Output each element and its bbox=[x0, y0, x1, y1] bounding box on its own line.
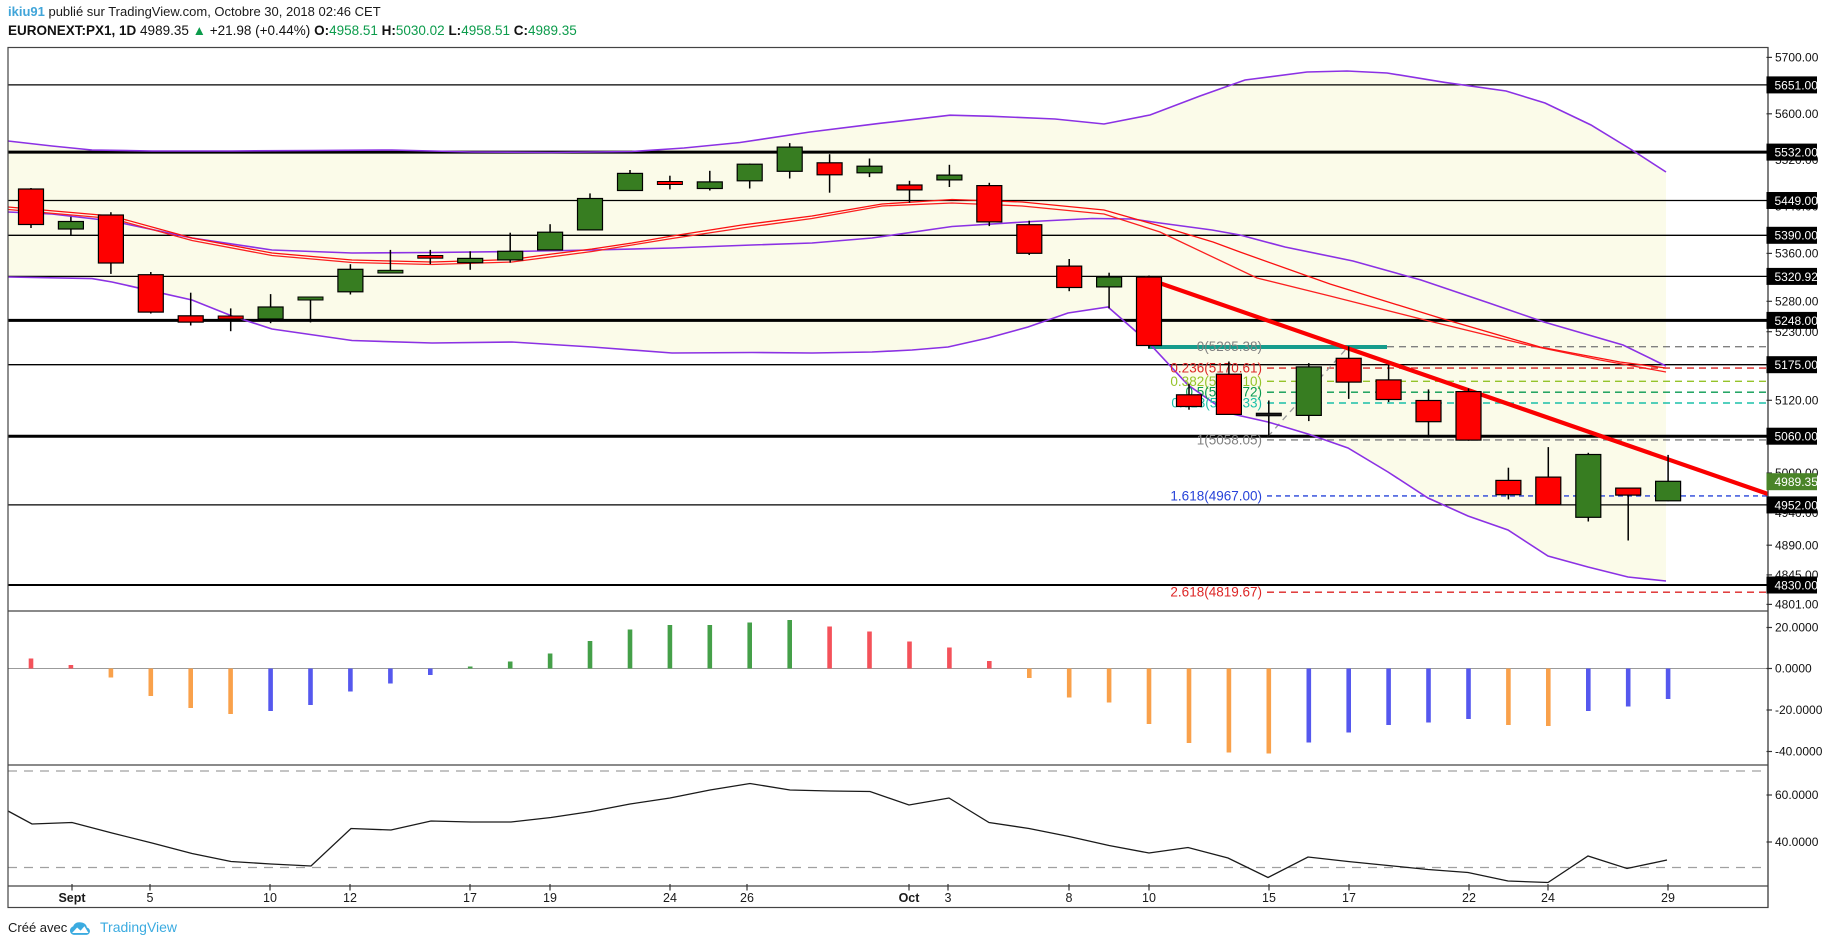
svg-text:5600.00: 5600.00 bbox=[1775, 107, 1819, 121]
svg-text:12: 12 bbox=[343, 891, 357, 905]
svg-text:17: 17 bbox=[463, 891, 477, 905]
svg-text:Sept: Sept bbox=[58, 891, 86, 905]
svg-text:40.0000: 40.0000 bbox=[1775, 835, 1819, 849]
svg-text:8: 8 bbox=[1066, 891, 1073, 905]
svg-text:1(5058.05): 1(5058.05) bbox=[1197, 432, 1262, 447]
svg-text:Créé avec: Créé avec bbox=[8, 920, 68, 935]
svg-text:5248.00: 5248.00 bbox=[1775, 314, 1819, 328]
svg-text:-20.0000: -20.0000 bbox=[1775, 703, 1823, 717]
svg-text:5120.00: 5120.00 bbox=[1775, 394, 1819, 408]
svg-text:5532.00: 5532.00 bbox=[1775, 146, 1819, 160]
svg-text:4952.00: 4952.00 bbox=[1775, 498, 1819, 512]
svg-text:5060.00: 5060.00 bbox=[1775, 430, 1819, 444]
svg-text:29: 29 bbox=[1661, 891, 1675, 905]
svg-text:0.236(5170.61): 0.236(5170.61) bbox=[1170, 361, 1262, 376]
svg-text:2.618(4819.67): 2.618(4819.67) bbox=[1170, 585, 1262, 600]
svg-text:60.0000: 60.0000 bbox=[1775, 788, 1819, 802]
svg-text:4801.00: 4801.00 bbox=[1775, 598, 1819, 612]
svg-text:ikiu91 publié sur TradingView.: ikiu91 publié sur TradingView.com, Octob… bbox=[8, 4, 381, 19]
svg-text:5175.00: 5175.00 bbox=[1775, 358, 1819, 372]
svg-text:24: 24 bbox=[1541, 891, 1555, 905]
svg-text:17: 17 bbox=[1342, 891, 1356, 905]
svg-text:0.0000: 0.0000 bbox=[1775, 662, 1812, 676]
svg-text:EURONEXT:PX1, 1D 4989.35 ▲ +21: EURONEXT:PX1, 1D 4989.35 ▲ +21.98 (+0.44… bbox=[8, 23, 577, 38]
svg-text:1.618(4967.00): 1.618(4967.00) bbox=[1170, 488, 1262, 503]
svg-text:5700.00: 5700.00 bbox=[1775, 51, 1819, 65]
svg-text:5280.00: 5280.00 bbox=[1775, 295, 1819, 309]
svg-text:15: 15 bbox=[1262, 891, 1276, 905]
svg-text:20.0000: 20.0000 bbox=[1775, 621, 1819, 635]
svg-text:4830.00: 4830.00 bbox=[1775, 578, 1819, 592]
svg-text:5651.00: 5651.00 bbox=[1775, 78, 1819, 92]
svg-text:26: 26 bbox=[740, 891, 754, 905]
svg-text:3: 3 bbox=[945, 891, 952, 905]
svg-text:4989.35: 4989.35 bbox=[1775, 475, 1819, 489]
svg-text:5: 5 bbox=[147, 891, 154, 905]
svg-text:TradingView: TradingView bbox=[100, 919, 178, 935]
svg-text:22: 22 bbox=[1462, 891, 1476, 905]
svg-text:10: 10 bbox=[263, 891, 277, 905]
svg-text:5320.92: 5320.92 bbox=[1775, 270, 1819, 284]
svg-text:19: 19 bbox=[543, 891, 557, 905]
svg-text:4890.00: 4890.00 bbox=[1775, 538, 1819, 552]
svg-text:Oct: Oct bbox=[899, 891, 921, 905]
svg-text:24: 24 bbox=[663, 891, 677, 905]
svg-text:0(5205.38): 0(5205.38) bbox=[1197, 339, 1262, 354]
svg-text:5360.00: 5360.00 bbox=[1775, 247, 1819, 261]
svg-text:5449.00: 5449.00 bbox=[1775, 194, 1819, 208]
svg-text:5390.00: 5390.00 bbox=[1775, 229, 1819, 243]
svg-text:10: 10 bbox=[1142, 891, 1156, 905]
svg-text:-40.0000: -40.0000 bbox=[1775, 745, 1823, 759]
